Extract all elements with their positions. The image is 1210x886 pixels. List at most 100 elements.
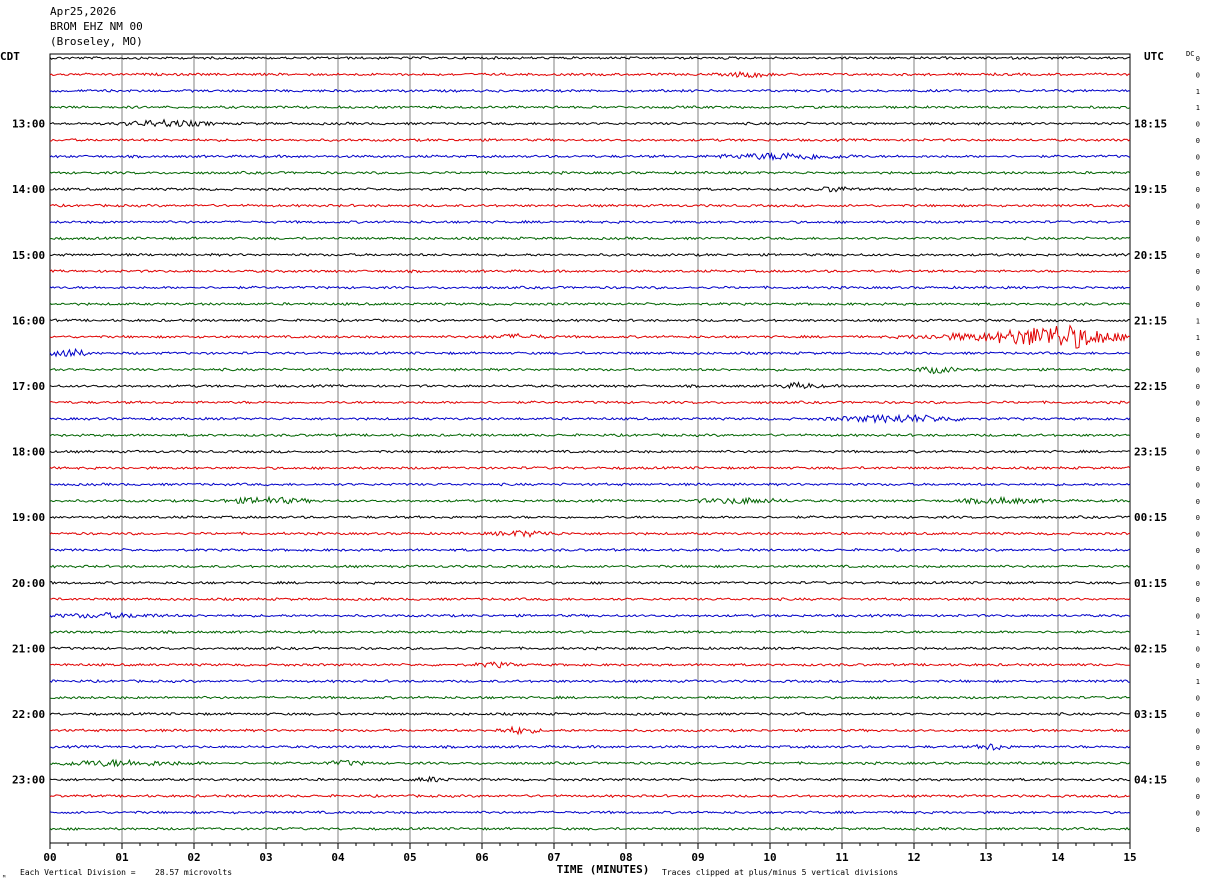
dc-value: 0 bbox=[1196, 301, 1200, 309]
dc-value: 1 bbox=[1196, 334, 1200, 342]
seismic-trace-12 bbox=[49, 252, 1131, 257]
right-hour-label: 22:15 bbox=[1134, 380, 1167, 393]
seismic-trace-39 bbox=[49, 695, 1131, 700]
left-hour-label: 13:00 bbox=[12, 118, 45, 131]
dc-value: 0 bbox=[1196, 777, 1200, 785]
seismic-trace-34 bbox=[49, 611, 1131, 620]
dc-value: 0 bbox=[1196, 596, 1200, 604]
scale-note-value: 28.57 microvolts bbox=[155, 868, 232, 877]
seismic-trace-19 bbox=[49, 366, 1131, 375]
left-hour-label: 17:00 bbox=[12, 380, 45, 393]
left-axis-label: CDT bbox=[0, 50, 20, 63]
dc-value: 0 bbox=[1196, 498, 1200, 506]
right-axis-label: UTC bbox=[1144, 50, 1164, 63]
left-hour-label: 19:00 bbox=[12, 511, 45, 524]
left-hour-label: 22:00 bbox=[12, 708, 45, 721]
x-tick-label: 10 bbox=[763, 851, 776, 864]
x-tick-label: 05 bbox=[403, 851, 416, 864]
dc-value: 1 bbox=[1196, 317, 1200, 325]
seismic-trace-45 bbox=[49, 793, 1131, 799]
clip-note: Traces clipped at plus/minus 5 vertical … bbox=[662, 868, 898, 877]
dc-value: 1 bbox=[1196, 88, 1200, 96]
seismic-trace-8 bbox=[49, 185, 1131, 193]
left-hour-label: 18:00 bbox=[12, 446, 45, 459]
right-hour-label: 21:15 bbox=[1134, 314, 1167, 327]
x-tick-label: 08 bbox=[619, 851, 632, 864]
seismic-trace-37 bbox=[50, 661, 1131, 669]
dc-value: 0 bbox=[1196, 662, 1200, 670]
seismic-trace-26 bbox=[49, 482, 1131, 487]
seismic-trace-41 bbox=[49, 725, 1131, 736]
seismic-trace-17 bbox=[49, 324, 1131, 349]
seismic-trace-23 bbox=[49, 432, 1131, 438]
plot-date: Apr25,2026 bbox=[50, 5, 117, 18]
dc-value: 1 bbox=[1196, 629, 1200, 637]
seismic-trace-20 bbox=[49, 381, 1131, 390]
seismic-trace-29 bbox=[49, 530, 1131, 538]
right-hour-label: 00:15 bbox=[1134, 511, 1167, 524]
right-hour-label: 19:15 bbox=[1134, 183, 1167, 196]
dc-value: 0 bbox=[1196, 531, 1200, 539]
dc-value: 0 bbox=[1196, 235, 1200, 243]
left-hour-label: 16:00 bbox=[12, 314, 45, 327]
dc-value: 0 bbox=[1196, 383, 1200, 391]
seismic-trace-43 bbox=[49, 758, 1131, 768]
dc-value: 0 bbox=[1196, 645, 1200, 653]
seismic-trace-11 bbox=[49, 236, 1131, 241]
right-hour-label: 23:15 bbox=[1134, 446, 1167, 459]
dc-value: 0 bbox=[1196, 727, 1200, 735]
left-hour-label: 23:00 bbox=[12, 774, 45, 787]
dc-value: 1 bbox=[1196, 678, 1200, 686]
x-tick-label: 12 bbox=[907, 851, 920, 864]
seismic-trace-27 bbox=[49, 495, 1131, 506]
x-tick-label: 11 bbox=[835, 851, 849, 864]
seismic-trace-25 bbox=[49, 465, 1131, 471]
dc-value: 0 bbox=[1196, 711, 1200, 719]
dc-value: 0 bbox=[1196, 449, 1200, 457]
seismic-trace-2 bbox=[49, 88, 1131, 93]
dc-value: 0 bbox=[1196, 580, 1200, 588]
scale-note-prefix: Each Vertical Division = bbox=[20, 868, 136, 877]
dc-value: 0 bbox=[1196, 793, 1200, 801]
seismic-trace-13 bbox=[49, 269, 1131, 274]
dc-value: 0 bbox=[1196, 268, 1200, 276]
plot-station: BROM EHZ NM 00 bbox=[50, 20, 143, 33]
dc-value: 0 bbox=[1196, 416, 1200, 424]
right-hour-label: 01:15 bbox=[1134, 577, 1167, 590]
dc-value: 0 bbox=[1196, 514, 1200, 522]
seismic-trace-28 bbox=[49, 515, 1131, 520]
seismic-trace-31 bbox=[49, 564, 1131, 569]
seismic-trace-30 bbox=[49, 547, 1131, 552]
x-tick-label: 01 bbox=[115, 851, 129, 864]
seismic-trace-10 bbox=[49, 219, 1131, 225]
dc-value: 0 bbox=[1196, 744, 1200, 752]
dc-value: 0 bbox=[1196, 153, 1200, 161]
x-tick-label: 15 bbox=[1123, 851, 1136, 864]
dc-value: 0 bbox=[1196, 465, 1200, 473]
dc-value: 0 bbox=[1196, 71, 1200, 79]
left-hour-label: 21:00 bbox=[12, 642, 45, 655]
dc-value: 0 bbox=[1196, 121, 1200, 129]
dc-value: 0 bbox=[1196, 613, 1200, 621]
x-tick-label: 03 bbox=[259, 851, 272, 864]
x-tick-label: 02 bbox=[187, 851, 200, 864]
dc-value: 0 bbox=[1196, 252, 1200, 260]
dc-value: 0 bbox=[1196, 55, 1200, 63]
left-hour-label: 15:00 bbox=[12, 249, 45, 262]
seismic-trace-24 bbox=[49, 449, 1131, 454]
dc-value: 0 bbox=[1196, 432, 1200, 440]
seismic-trace-9 bbox=[49, 203, 1131, 208]
dc-label: DC bbox=[1186, 50, 1194, 58]
corner-mark: ᴹ bbox=[2, 874, 6, 882]
seismic-trace-33 bbox=[50, 597, 1131, 602]
x-tick-label: 07 bbox=[547, 851, 560, 864]
dc-value: 0 bbox=[1196, 695, 1200, 703]
plot-location: (Broseley, MO) bbox=[50, 35, 143, 48]
dc-value: 0 bbox=[1196, 219, 1200, 227]
seismic-trace-44 bbox=[49, 775, 1131, 783]
seismic-trace-3 bbox=[49, 105, 1131, 110]
seismic-trace-32 bbox=[49, 580, 1131, 585]
dc-value: 0 bbox=[1196, 350, 1200, 358]
seismic-trace-35 bbox=[49, 629, 1131, 635]
